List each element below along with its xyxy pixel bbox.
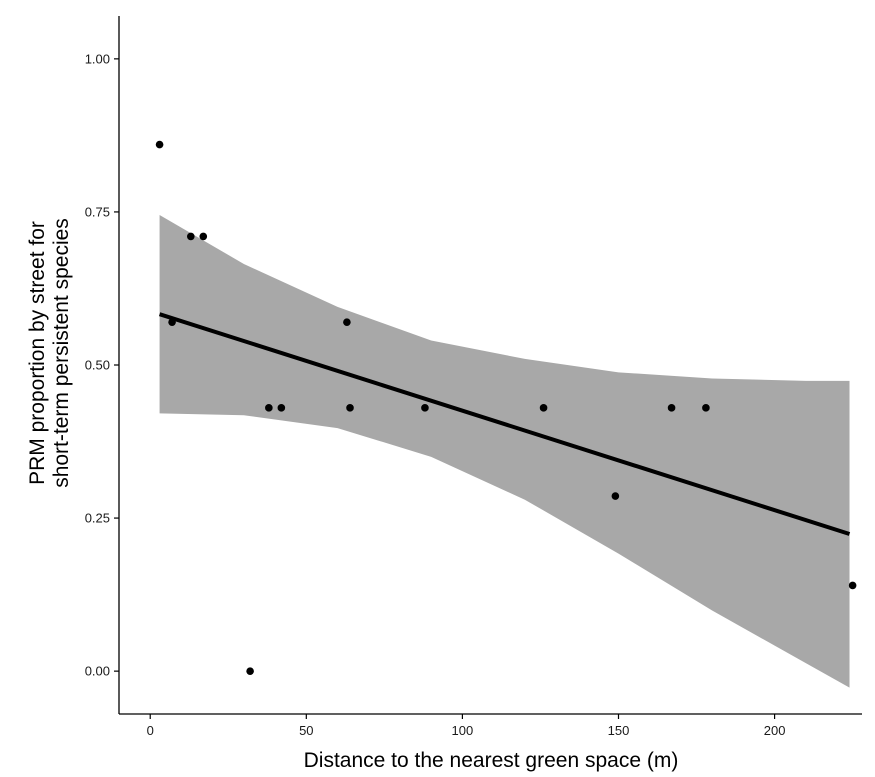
data-point [421, 404, 429, 412]
confidence-band-layer [159, 214, 850, 688]
x-tick-label: 0 [147, 723, 154, 738]
data-point [199, 232, 208, 241]
data-point [155, 140, 164, 149]
x-axis-title: Distance to the nearest green space (m) [304, 749, 679, 772]
y-tick-label: 0.75 [85, 204, 110, 219]
data-point [277, 404, 286, 412]
data-point [168, 318, 176, 326]
data-point [611, 492, 620, 500]
x-tick-label: 200 [764, 723, 786, 738]
fit-line [158, 312, 851, 536]
data-point [343, 318, 351, 326]
confidence-band [159, 214, 850, 688]
y-axis-title: PRM proportion by street for short-term … [26, 218, 73, 488]
x-tick-label: 100 [452, 723, 474, 738]
y-axis-title-line-1: PRM proportion by street for [26, 221, 49, 485]
x-tick-label: 50 [299, 723, 313, 738]
fit-line-layer [158, 312, 851, 536]
data-point [702, 404, 710, 412]
points-layer [155, 140, 857, 675]
y-tick-label: 0.00 [85, 664, 110, 679]
data-point [265, 404, 273, 412]
data-point [848, 581, 857, 590]
y-tick-label: 0.25 [85, 511, 110, 526]
y-tick-label: 0.50 [85, 358, 110, 373]
x-tick-label: 150 [608, 723, 630, 738]
y-tick-label: 1.00 [85, 51, 110, 66]
y-axis-title-line-2: short-term persistent species [50, 218, 73, 488]
data-point [346, 404, 354, 412]
data-point [187, 232, 195, 241]
data-point [539, 404, 548, 412]
data-point [667, 404, 676, 412]
data-point [246, 667, 254, 675]
axes-layer: 0.00 0.25 0.50 0.75 1.00 0 50 100 150 200 [85, 16, 862, 738]
